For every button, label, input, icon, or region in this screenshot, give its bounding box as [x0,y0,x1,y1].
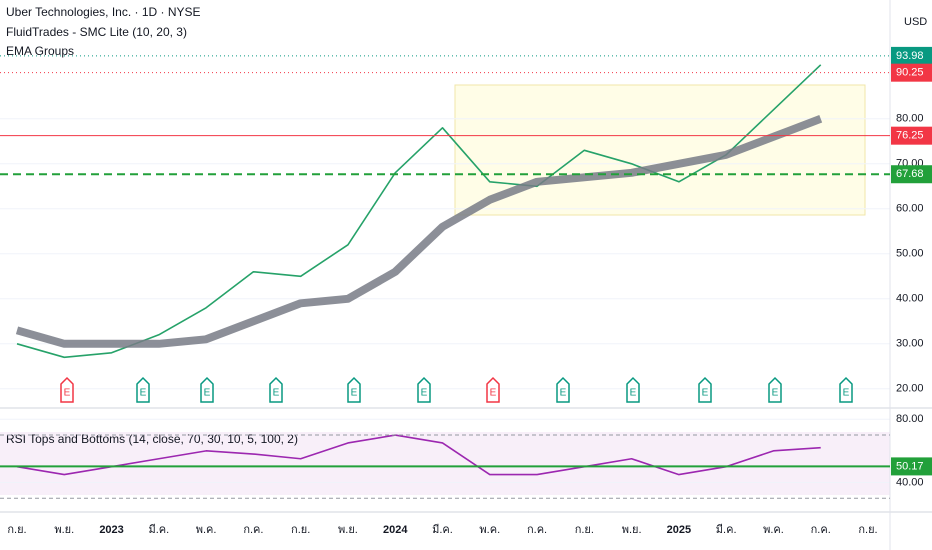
price-tag-label: 67.68 [896,168,924,180]
y-tick-label: 40.00 [896,476,924,488]
earnings-marker [698,376,712,403]
earnings-label: E [702,388,709,399]
y-tick-label: 80.00 [896,413,924,425]
x-tick-label: พ.ค. [479,524,500,536]
rsi-title: RSI Tops and Bottoms (14, close, 70, 30,… [6,432,298,446]
earnings-label: E [204,388,211,399]
series-line [16,434,821,476]
x-tick-label: พ.ย. [338,524,358,536]
earnings-label: E [843,388,850,399]
earnings-label: E [560,388,567,399]
earnings-marker [269,376,283,403]
earnings-marker [200,376,214,403]
earnings-marker [347,376,361,403]
earnings-marker [60,376,74,403]
x-tick-label: มี.ค. [148,523,169,536]
x-tick-label: ก.ย. [575,524,594,536]
earnings-label: E [351,388,358,399]
price-tag [891,126,932,145]
x-tick-label: ก.ย. [291,524,310,536]
y-tick-label: 60.00 [896,203,924,215]
x-tick-label: 2023 [99,524,123,536]
x-tick-label: ก.ย. [858,524,877,536]
price-tag-label: 90.25 [896,67,924,79]
x-tick-label: ก.ค. [527,524,547,536]
y-tick-label: 80.00 [896,113,924,125]
series-line [15,115,823,348]
x-tick-label: 2025 [667,524,691,536]
y-tick-label: 50.00 [896,248,924,260]
price-tag-label: 93.98 [896,50,924,62]
x-tick-label: ก.ย. [7,524,26,536]
earnings-marker [486,376,500,403]
price-tag [891,165,932,184]
zone-box [454,84,866,216]
currency: USD [904,16,927,28]
rsi-band-fill [0,432,890,495]
price-tag [891,63,932,82]
earnings-label: E [490,388,497,399]
x-tick-label: พ.ย. [622,524,642,536]
x-tick-label: มี.ค. [716,523,737,536]
rsi-tag-label: 50.17 [896,460,924,472]
earnings-label: E [140,388,147,399]
earnings-label: E [630,388,637,399]
price-tag-label: 76.25 [896,130,924,142]
earnings-marker [417,376,431,403]
earnings-label: E [273,388,280,399]
x-tick-label: ก.ค. [243,524,263,536]
x-tick-label: พ.ค. [196,524,217,536]
x-tick-label: ก.ค. [811,524,831,536]
earnings-marker [768,376,782,403]
symbol-title: Uber Technologies, Inc. · 1D · NYSE [6,5,201,19]
rsi-tag [891,457,932,476]
earnings-marker [136,376,150,403]
y-tick-label: 20.00 [896,383,924,395]
x-tick-label: 2024 [383,524,408,536]
y-tick-label: 30.00 [896,338,924,350]
y-tick-label: 40.00 [896,293,924,305]
indicator-label: FluidTrades - SMC Lite (10, 20, 3) [6,25,187,39]
x-tick-label: พ.ค. [763,524,784,536]
earnings-label: E [421,388,428,399]
earnings-marker [556,376,570,403]
price-tag [891,46,932,65]
earnings-label: E [64,388,71,399]
series-line [16,64,822,359]
earnings-label: E [772,388,779,399]
x-tick-label: มี.ค. [432,523,453,536]
indicator-label: EMA Groups [6,44,74,58]
x-tick-label: พ.ย. [54,524,74,536]
earnings-marker [839,376,853,403]
earnings-marker [626,376,640,403]
